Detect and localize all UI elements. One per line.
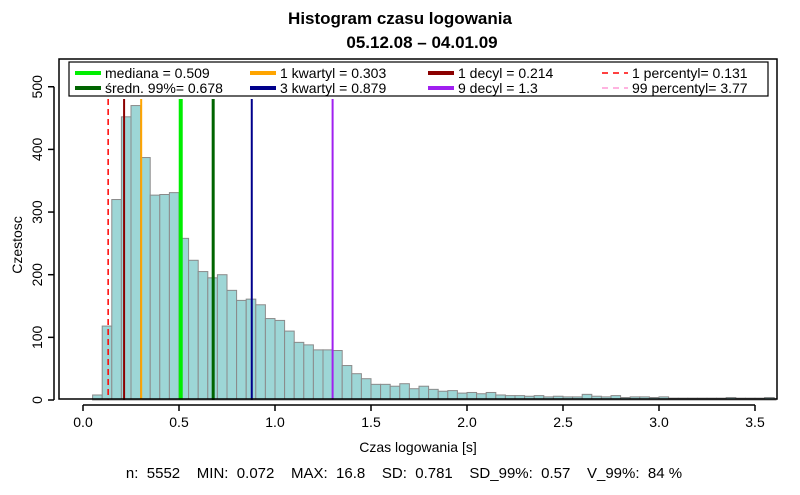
histogram-bar (303, 344, 314, 401)
summary-stats-line: n: 5552 MIN: 0.072 MAX: 16.8 SD: 0.781 S… (126, 465, 682, 482)
histogram-bar (149, 194, 161, 401)
y-tick-label: 0 (29, 396, 45, 404)
legend-label: mediana = 0.509 (105, 65, 210, 81)
histogram-bar (341, 365, 353, 401)
legend-label: 3 kwartyl = 0.879 (280, 80, 386, 96)
legend-label: 99 percentyl= 3.77 (632, 80, 748, 96)
legend-label: 1 percentyl= 0.131 (632, 65, 748, 81)
x-tick-label: 1.5 (361, 414, 381, 430)
x-axis: 0.0 0.5 1.0 1.5 2.0 2.5 3.0 3.5 (73, 404, 765, 430)
y-tick-label: 500 (29, 75, 45, 99)
histogram-bar (399, 383, 410, 401)
y-tick-label: 100 (29, 325, 45, 349)
x-tick-label: 0.5 (169, 414, 189, 430)
histogram-bar (197, 271, 209, 401)
histogram-bar (255, 304, 266, 401)
histogram-bar (389, 385, 401, 401)
y-tick-label: 200 (29, 263, 45, 287)
histogram-bar (332, 350, 343, 401)
legend-label: 1 kwartyl = 0.303 (280, 65, 386, 81)
x-tick-label: 3.5 (745, 414, 765, 430)
y-tick-label: 300 (29, 200, 45, 224)
histogram-bar (120, 116, 132, 401)
histogram-bar (130, 105, 142, 401)
legend-box (68, 61, 769, 97)
histogram-bar (418, 385, 430, 401)
histogram-bar (159, 194, 170, 401)
y-axis-label: Czestosc (9, 216, 25, 274)
stat-lines-group (107, 99, 334, 400)
y-axis: 0 100 200 300 400 500 (29, 75, 55, 404)
legend-label: 1 decyl = 0.214 (458, 65, 554, 81)
histogram-bar (111, 199, 122, 401)
histogram-bar (380, 383, 391, 401)
chart-subtitle: 05.12.08 – 04.01.09 (346, 33, 497, 52)
x-tick-label: 2.0 (457, 414, 477, 430)
histogram-bar (216, 274, 228, 401)
histogram-bar (293, 341, 305, 401)
histogram-bar (284, 330, 295, 401)
y-tick-label: 400 (29, 138, 45, 162)
histogram-bar (312, 349, 324, 401)
x-tick-label: 3.0 (649, 414, 669, 430)
histogram-bar (188, 259, 199, 401)
chart-title: Histogram czasu logowania (288, 9, 512, 28)
legend-label: 9 decyl = 1.3 (458, 80, 538, 96)
histogram-bar (101, 325, 113, 401)
x-axis-label: Czas logowania [s] (359, 439, 477, 455)
histogram-bar (360, 378, 372, 401)
histogram-bar (322, 349, 334, 401)
bars-group (92, 105, 777, 401)
plot-frame (58, 58, 778, 400)
histogram-bar (226, 289, 238, 401)
histogram-bar (264, 318, 276, 401)
histogram-bar (351, 373, 362, 401)
x-tick-label: 1.0 (265, 414, 285, 430)
histogram-bar (274, 319, 286, 401)
x-tick-label: 0.0 (73, 414, 93, 430)
histogram-bar (370, 383, 382, 401)
histogram-bar (168, 192, 180, 401)
histogram-bar (236, 299, 247, 401)
x-tick-label: 2.5 (553, 414, 573, 430)
legend-label: średn. 99%= 0.678 (105, 80, 223, 96)
